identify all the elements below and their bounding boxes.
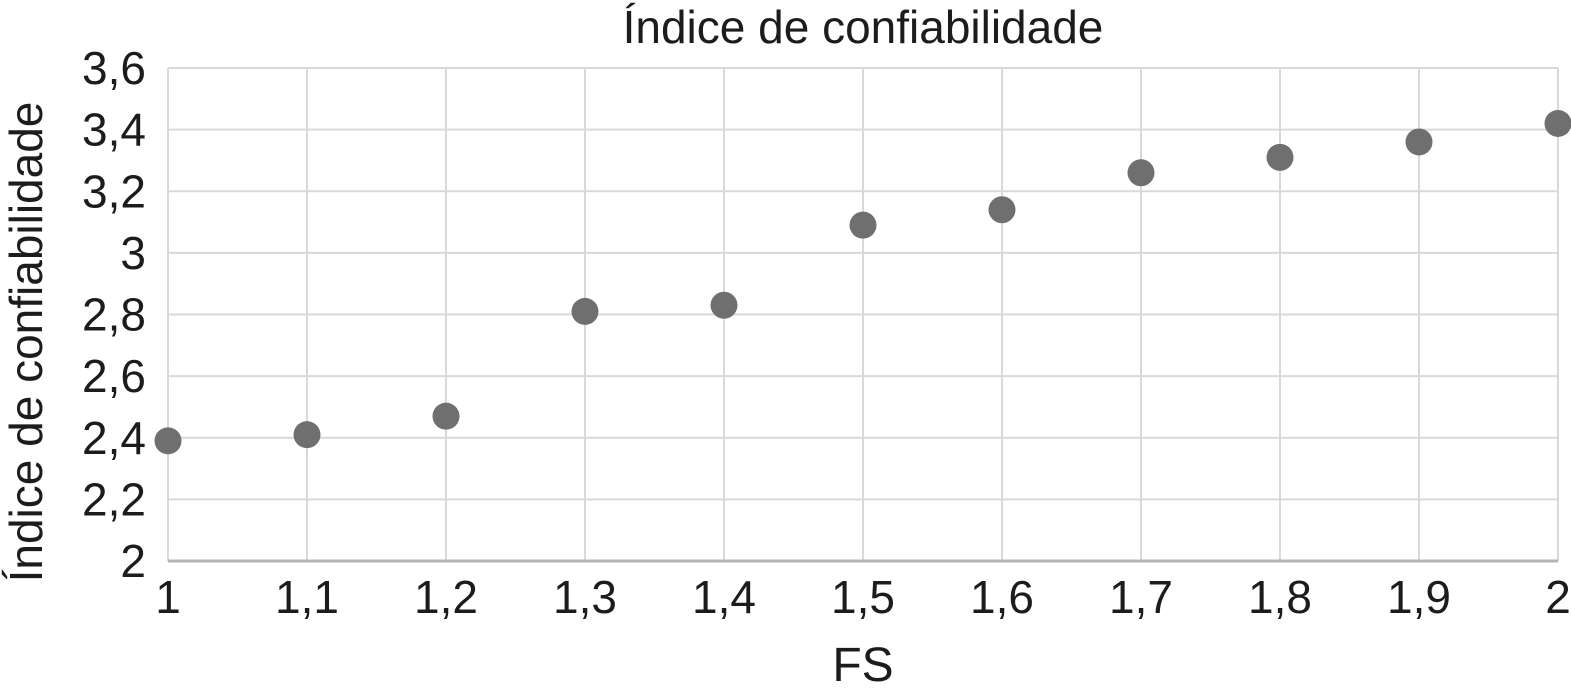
x-tick-label: 1,5 — [831, 571, 895, 623]
y-tick-label: 3 — [120, 227, 146, 279]
data-point — [571, 297, 599, 325]
y-tick-label: 2,2 — [82, 473, 146, 525]
x-tick-label: 1,6 — [970, 571, 1034, 623]
y-tick-label: 3,6 — [82, 42, 146, 94]
data-point — [432, 402, 460, 430]
y-tick-label: 3,4 — [82, 104, 146, 156]
y-tick-label: 2 — [120, 535, 146, 587]
y-tick-label: 2,4 — [82, 412, 146, 464]
x-tick-label: 1,2 — [414, 571, 478, 623]
x-tick-label: 1,7 — [1109, 571, 1173, 623]
data-point — [293, 421, 321, 449]
data-point — [1405, 128, 1433, 156]
x-tick-label: 1,3 — [553, 571, 617, 623]
x-axis-title: FS — [832, 639, 894, 691]
x-tick-label: 1,9 — [1387, 571, 1451, 623]
data-point — [154, 427, 182, 455]
data-point — [849, 211, 877, 239]
data-point — [988, 196, 1016, 224]
x-tick-label: 1,8 — [1248, 571, 1312, 623]
y-tick-label: 3,2 — [82, 165, 146, 217]
y-tick-label: 2,8 — [82, 289, 146, 341]
data-point — [710, 291, 738, 319]
data-point — [1127, 159, 1155, 187]
data-point — [1266, 143, 1294, 171]
x-tick-label: 2 — [1545, 571, 1571, 623]
chart-title: Índice de confiabilidade — [622, 1, 1104, 53]
y-tick-label: 2,6 — [82, 350, 146, 402]
x-tick-label: 1,1 — [275, 571, 339, 623]
x-tick-label: 1 — [155, 571, 181, 623]
data-point — [1544, 109, 1571, 137]
x-tick-label: 1,4 — [692, 571, 756, 623]
